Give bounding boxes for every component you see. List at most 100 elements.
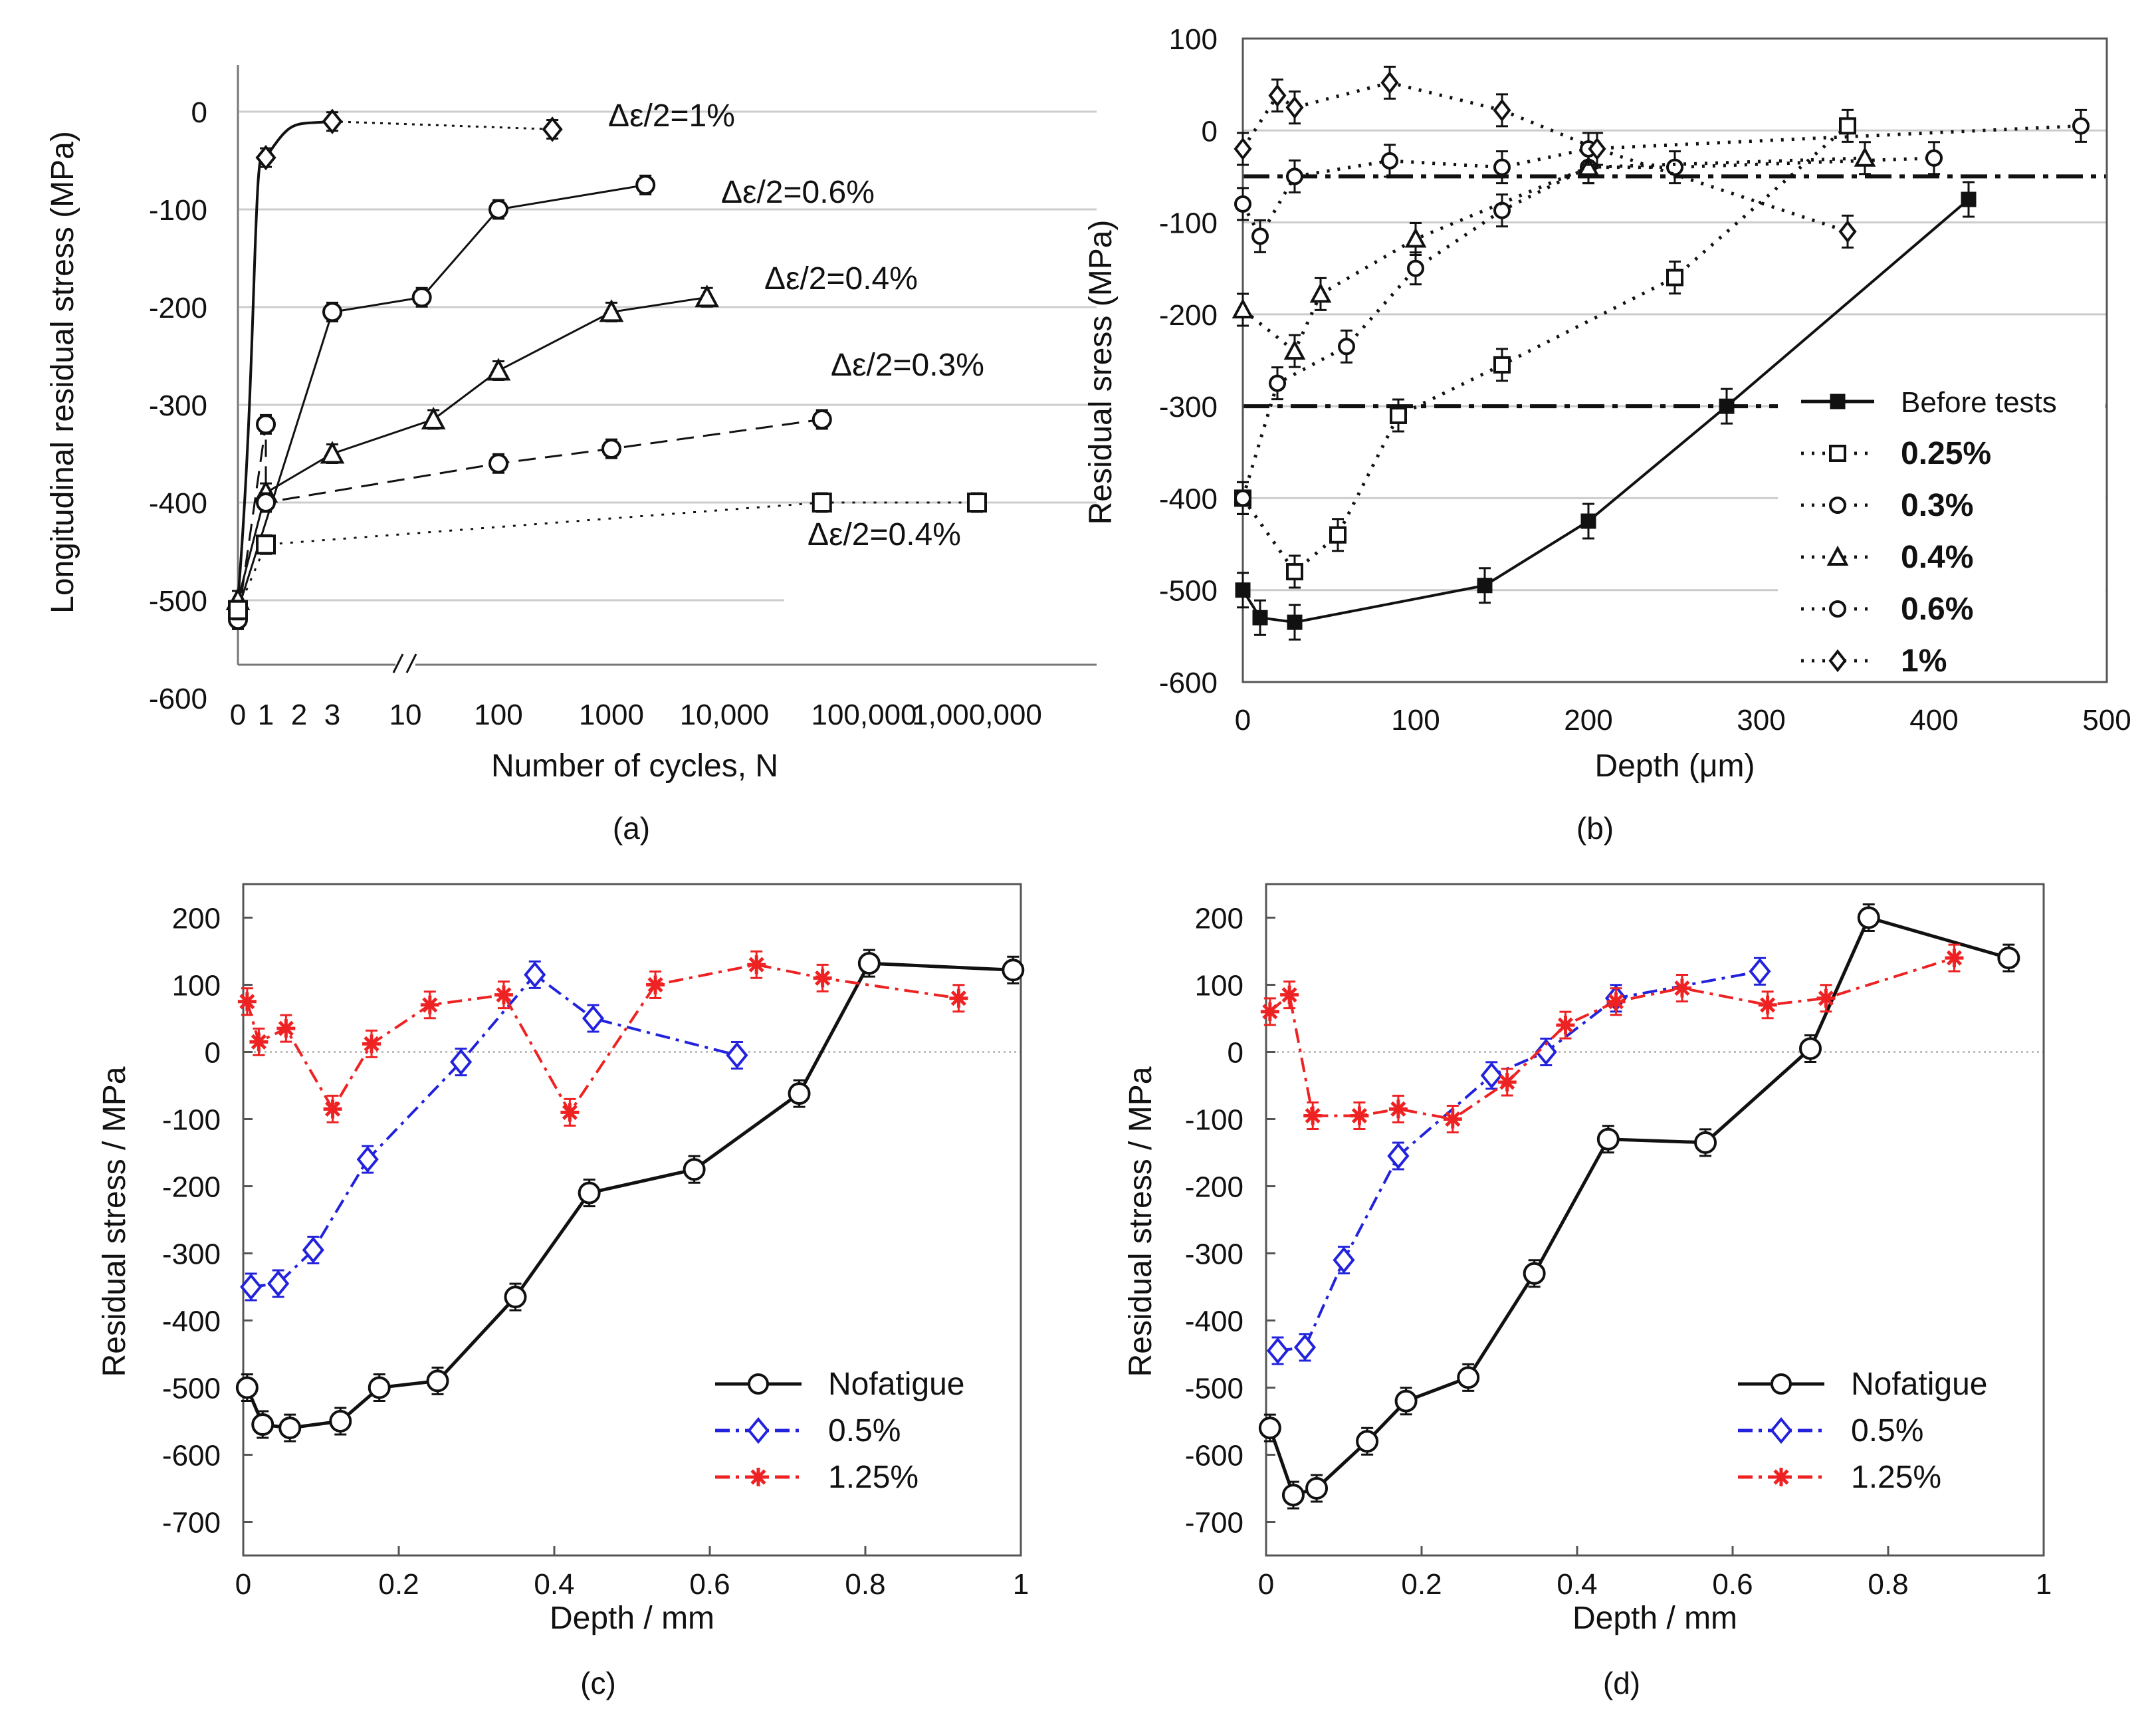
legend-label: 0.5% <box>828 1413 901 1448</box>
data-point <box>1350 1106 1369 1125</box>
legend-marker <box>1828 649 1847 673</box>
data-point <box>240 1273 263 1301</box>
legend-marker <box>1829 600 1846 618</box>
x-tick-label: 1 <box>258 699 274 731</box>
x-tick-label: 10 <box>389 699 422 731</box>
y-tick-label: -200 <box>1159 299 1218 332</box>
y-tick-label: -500 <box>1159 575 1218 608</box>
data-point <box>256 493 276 513</box>
d-x-axis-label: Depth / mm <box>1572 1601 1737 1636</box>
y-tick-label: -700 <box>162 1507 221 1540</box>
data-point <box>1286 168 1303 185</box>
series-line <box>237 120 333 601</box>
series-b-2 <box>1234 141 1943 515</box>
data-point <box>1497 1072 1517 1091</box>
y-tick-label: -400 <box>162 1306 221 1338</box>
data-point <box>420 995 439 1014</box>
data-point <box>249 1032 269 1052</box>
data-point <box>811 493 832 513</box>
data-point <box>1666 269 1683 286</box>
series-line <box>237 418 823 620</box>
x-tick-label: 100 <box>1391 704 1440 737</box>
data-point <box>1305 1477 1329 1500</box>
y-tick-label: -600 <box>149 683 207 715</box>
data-point <box>635 175 656 195</box>
x-tick-label: 2 <box>291 699 307 731</box>
d-y-axis-label: Residual stress / MPa <box>1123 1066 1158 1377</box>
legend-label: 0.4% <box>1901 540 1973 575</box>
b-caption: (b) <box>1576 811 1614 846</box>
legend-marker <box>748 1373 769 1395</box>
data-point <box>2072 117 2090 135</box>
data-point <box>1390 406 1407 424</box>
data-point <box>1388 1099 1408 1119</box>
data-point <box>421 406 446 430</box>
y-tick-label: -500 <box>162 1373 221 1405</box>
data-point <box>582 1004 605 1032</box>
data-point <box>1556 1016 1575 1035</box>
data-point <box>1493 201 1511 219</box>
panel-b: 100 0 -100 -200 -300 -400 -500 -600 0 100 200 300 40… <box>1083 23 2131 846</box>
data-point <box>504 1286 527 1309</box>
x-tick-label: 0.6 <box>1712 1568 1753 1601</box>
x-tick-label: 100,000 <box>811 699 916 731</box>
data-point <box>1839 117 1856 135</box>
x-tick-label: 0 <box>1258 1568 1274 1601</box>
data-point <box>578 1181 601 1204</box>
data-point <box>1580 513 1596 529</box>
data-point <box>542 116 563 142</box>
series-d-1 <box>1266 957 1771 1365</box>
series-c-0 <box>235 949 1025 1442</box>
x-tick-label: 1 <box>2036 1568 2052 1601</box>
data-point <box>1380 71 1399 94</box>
x-tick-label: 100 <box>474 699 522 731</box>
x-tick-label: 0.4 <box>534 1568 574 1601</box>
data-point <box>1666 158 1683 176</box>
data-point <box>1480 1062 1503 1089</box>
data-point <box>1945 949 1964 968</box>
data-point <box>683 1158 706 1181</box>
data-point <box>1535 1038 1557 1066</box>
data-point <box>1854 146 1876 167</box>
data-point <box>267 1270 290 1298</box>
data-point <box>524 961 546 988</box>
y-tick-label: 200 <box>172 903 221 935</box>
x-tick-label: 0.8 <box>1868 1568 1908 1601</box>
series-b-3 <box>1232 141 1876 368</box>
data-point <box>251 1413 274 1436</box>
series-b-5 <box>1234 65 1857 249</box>
c-caption: (c) <box>580 1666 616 1700</box>
legend-label: Nofatigue <box>1851 1367 1987 1402</box>
legend-marker <box>749 1468 768 1486</box>
data-point <box>329 1410 352 1432</box>
y-tick-label: -400 <box>149 487 207 520</box>
x-tick-label: 200 <box>1564 704 1612 737</box>
y-tick-label: -300 <box>162 1238 221 1271</box>
y-tick-label: -500 <box>1185 1373 1243 1405</box>
data-point <box>1404 227 1427 248</box>
data-point <box>256 534 276 555</box>
b-y-axis-label: Residual sress (MPa) <box>1083 220 1119 525</box>
x-tick-label: 400 <box>1909 704 1958 737</box>
y-tick-label: -200 <box>1185 1171 1243 1204</box>
data-point <box>726 1042 748 1069</box>
legend-label: 0.5% <box>1851 1413 1923 1448</box>
x-tick-label: 0 <box>1235 704 1251 737</box>
data-point <box>1235 582 1251 598</box>
data-point <box>1269 374 1286 392</box>
data-point <box>1493 356 1511 374</box>
b-legend: Before tests 0.25% 0.3% 0.4% 0.6% 1% <box>1778 374 2105 679</box>
a-y-axis-label: Longitudinal residual stress (MPa) <box>45 131 80 614</box>
y-tick-label: 100 <box>172 970 221 1002</box>
data-point <box>1281 1484 1305 1507</box>
data-point <box>302 1236 324 1264</box>
data-point <box>1577 156 1600 176</box>
data-point <box>1925 149 1943 167</box>
data-point <box>1303 1106 1323 1125</box>
data-point <box>276 1019 296 1038</box>
series-a-4: Δε/2=0.4% <box>228 492 987 621</box>
x-tick-label: 10,000 <box>680 699 770 731</box>
data-point <box>813 969 832 988</box>
legend-marker <box>747 1417 770 1444</box>
data-point <box>1356 1430 1379 1453</box>
